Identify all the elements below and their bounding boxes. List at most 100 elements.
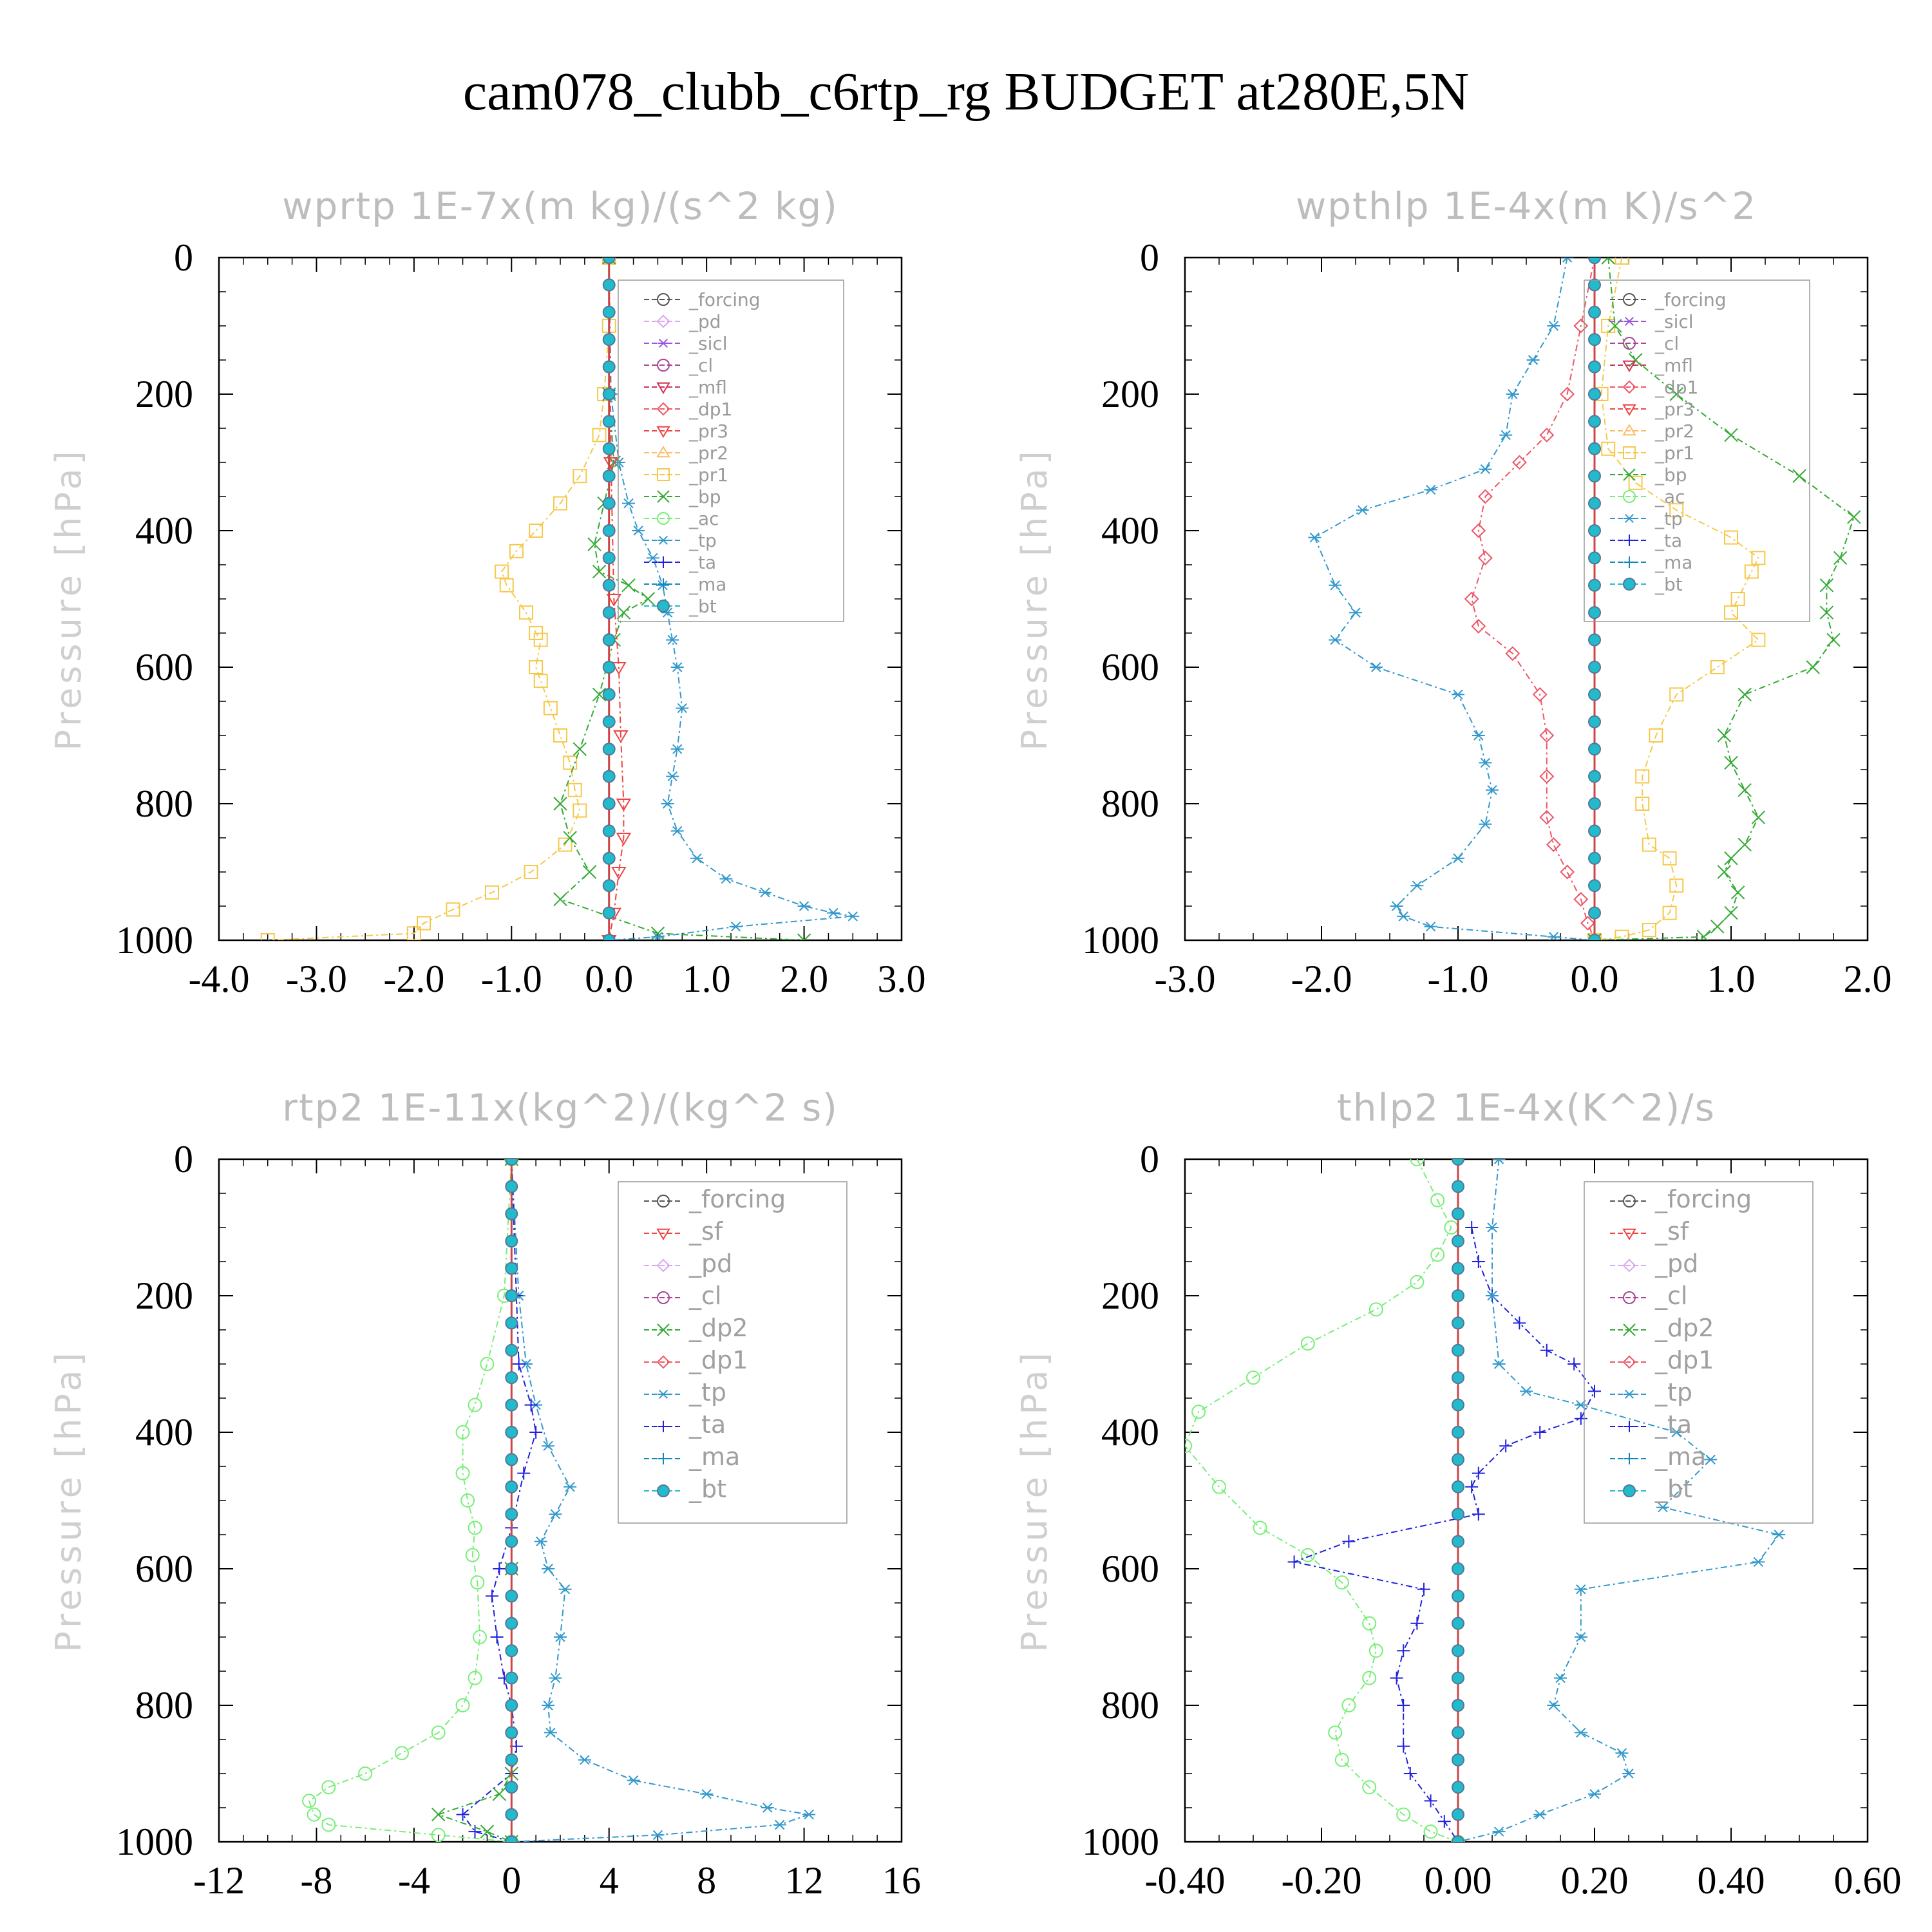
legend-label: _pr3: [688, 421, 728, 442]
data-point: [1574, 1399, 1587, 1410]
legend-label: _sicl: [1654, 311, 1694, 332]
data-point: [1560, 258, 1574, 263]
data-point: [1452, 1781, 1464, 1794]
legend-swatch-marker: [656, 426, 670, 438]
data-point: [1847, 510, 1861, 524]
data-point: [1329, 580, 1342, 591]
data-point: [1588, 906, 1601, 920]
data-point: [1533, 1426, 1547, 1439]
data-point: [1724, 851, 1738, 866]
series-line: [1314, 258, 1595, 940]
data-point: [1622, 1768, 1635, 1779]
data-point: [553, 797, 567, 811]
y-tick-label: 800: [1101, 1684, 1159, 1727]
legend: _forcing _sf _pd _cl _dp2 _dp1 _tp _ta _ma _bt: [618, 1181, 848, 1524]
legend-item: _tp: [1610, 508, 1683, 529]
legend-swatch-marker: [1623, 578, 1636, 591]
legend-label: _dp1: [1654, 377, 1698, 398]
y-tick-label: 200: [135, 1274, 193, 1317]
legend-label: _pr2: [1654, 421, 1694, 442]
legend-label: _ma: [1654, 552, 1692, 573]
data-point: [1212, 1479, 1226, 1494]
data-point: [1452, 853, 1464, 864]
y-tick-label: 1000: [1082, 1821, 1159, 1863]
data-point: [1452, 1289, 1464, 1302]
data-point: [1452, 1426, 1464, 1439]
data-point: [1635, 769, 1650, 784]
series-line: [1594, 258, 1759, 940]
data-point: [573, 742, 587, 756]
legend-label: _ac: [688, 508, 719, 529]
legend-label: _ma: [1654, 1443, 1706, 1471]
legend-label: _bt: [688, 1475, 726, 1503]
series-line: [1185, 1159, 1459, 1842]
data-point: [670, 826, 684, 837]
data-point: [587, 537, 601, 551]
y-tick-label: 0: [174, 1138, 193, 1180]
data-point: [1452, 1835, 1464, 1842]
data-point: [661, 799, 674, 809]
legend-item: _dp2: [644, 1314, 748, 1342]
data-point: [1486, 1222, 1499, 1233]
data-point: [1601, 258, 1615, 265]
legend-item: _ma: [644, 574, 726, 595]
y-tick-label: 800: [1101, 782, 1159, 825]
data-point: [505, 1562, 518, 1575]
y-tick-label: 1000: [116, 1821, 193, 1863]
data-point: [567, 782, 582, 797]
legend-label: _bp: [1654, 464, 1687, 486]
data-point: [1452, 1159, 1464, 1166]
data-point: [602, 442, 616, 455]
legend-swatch-marker: [657, 1291, 670, 1304]
data-point: [1486, 1291, 1499, 1301]
legend-item: _pd: [1610, 1249, 1698, 1278]
x-tick-label: 0.00: [1425, 1859, 1492, 1902]
series-mfl: [1464, 258, 1602, 940]
data-point: [1452, 1508, 1464, 1521]
data-point: [1397, 1699, 1410, 1712]
legend-swatch-marker: [656, 1228, 670, 1240]
data-point: [1588, 497, 1601, 510]
x-tick-label: 3.0: [878, 958, 926, 1000]
legend-swatch-marker: [656, 446, 670, 458]
data-point: [797, 901, 811, 911]
data-point: [1342, 1535, 1356, 1548]
legend-label: _pr1: [1654, 442, 1694, 464]
x-tick-label: 1.0: [1707, 958, 1756, 1000]
y-tick-label: 0: [1140, 236, 1159, 279]
data-point: [602, 551, 616, 565]
data-point: [1574, 1632, 1587, 1642]
data-point: [505, 1699, 518, 1712]
data-point: [468, 1520, 482, 1535]
data-point: [616, 605, 631, 620]
y-tick-label: 200: [1101, 1274, 1159, 1317]
data-point: [602, 388, 616, 401]
legend-swatch-marker: [657, 1195, 670, 1208]
data-point: [1452, 1235, 1464, 1248]
data-point: [1452, 1371, 1464, 1385]
data-point: [542, 1441, 555, 1451]
legend-item: _forcing: [644, 1185, 786, 1213]
y-tick-label: 600: [1101, 646, 1159, 688]
data-point: [549, 1509, 562, 1519]
y-axis-label: Pressure [hPa]: [1014, 1349, 1055, 1652]
data-point: [1472, 1508, 1485, 1521]
legend-swatch-marker: [656, 1258, 670, 1273]
legend-item: _sicl: [1610, 311, 1694, 332]
data-point: [1410, 1159, 1425, 1166]
y-tick-label: 400: [1101, 509, 1159, 552]
legend-swatch-marker: [657, 293, 670, 306]
data-point: [505, 1262, 518, 1275]
data-point: [1452, 1808, 1464, 1821]
data-point: [1724, 755, 1738, 770]
data-point: [1506, 389, 1519, 399]
legend-label: _pd: [1654, 1249, 1698, 1278]
series-line: [1457, 1159, 1780, 1842]
data-point: [470, 1575, 485, 1590]
data-point: [505, 1316, 518, 1330]
legend-label: _tp: [1654, 1378, 1692, 1406]
data-point: [719, 873, 733, 884]
data-point: [1588, 360, 1601, 374]
legend-swatch-marker: [656, 1355, 670, 1369]
legend-swatch-marker: [1622, 380, 1636, 394]
